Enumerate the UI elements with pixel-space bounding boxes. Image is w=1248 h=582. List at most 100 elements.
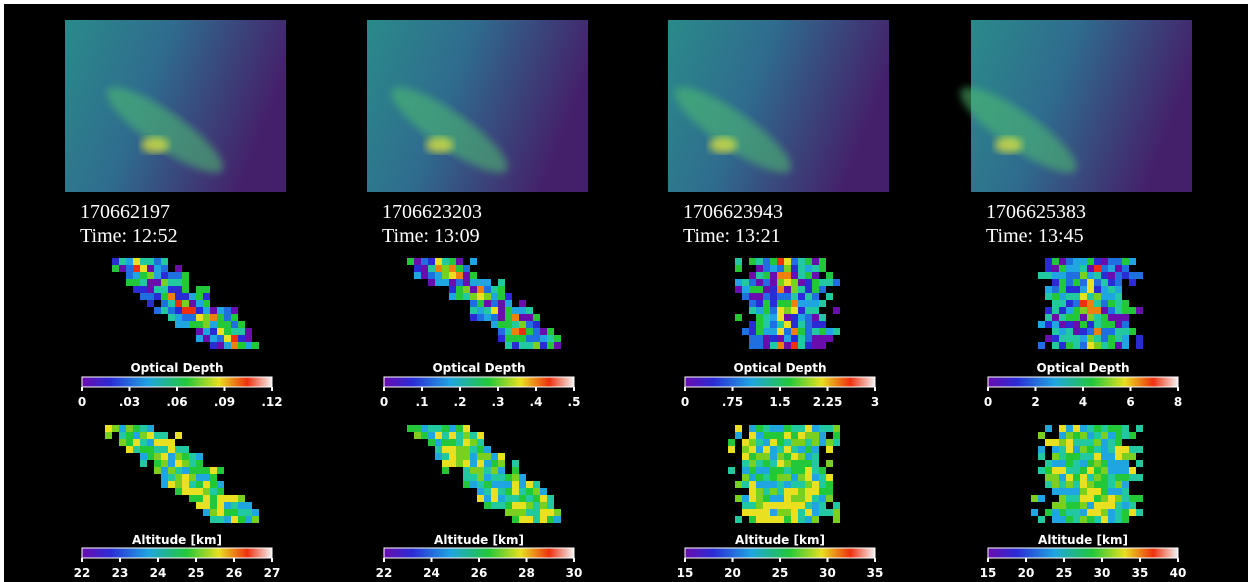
pixel	[1066, 495, 1073, 502]
pixel	[770, 439, 777, 446]
pixel	[1073, 293, 1080, 300]
pixel	[763, 516, 770, 523]
colorbar-tick-label: 20	[724, 566, 741, 580]
pixel	[519, 328, 526, 335]
pixel	[1136, 335, 1143, 342]
pixel	[491, 453, 498, 460]
pixel	[812, 516, 819, 523]
pixel	[1080, 314, 1087, 321]
pixel	[1059, 439, 1066, 446]
pixel	[505, 488, 512, 495]
pixel	[175, 467, 182, 474]
pixel	[791, 293, 798, 300]
image-time: Time: 13:09	[382, 225, 480, 247]
pixel	[484, 293, 491, 300]
pixel	[1108, 453, 1115, 460]
pixel	[798, 516, 805, 523]
pixel	[1122, 467, 1129, 474]
pixel	[805, 300, 812, 307]
page: 170662197Time: 12:52Optical Depth0.03.06…	[0, 0, 1248, 582]
pixel	[826, 495, 833, 502]
pixel	[161, 446, 168, 453]
pixel	[763, 258, 770, 265]
pixel	[1094, 509, 1101, 516]
pixel	[742, 439, 749, 446]
pixel	[554, 335, 561, 342]
pixel	[1052, 272, 1059, 279]
pixel	[231, 342, 238, 349]
pixel	[491, 502, 498, 509]
pixel	[168, 272, 175, 279]
colorbar-tick-label: .3	[492, 395, 505, 409]
pixel	[1066, 265, 1073, 272]
colorbar-tick-label: 25	[1056, 566, 1073, 580]
pixel	[1108, 265, 1115, 272]
pixel	[742, 474, 749, 481]
colorbar-tick-label: 22	[74, 566, 91, 580]
pixel	[519, 307, 526, 314]
pixel	[477, 293, 484, 300]
pixel	[784, 265, 791, 272]
pixel	[456, 286, 463, 293]
pixel	[175, 453, 182, 460]
pixel	[189, 307, 196, 314]
pixel	[749, 502, 756, 509]
pixel	[1087, 342, 1094, 349]
pixel	[196, 328, 203, 335]
pixel	[1122, 516, 1129, 523]
pixel	[1080, 481, 1087, 488]
pixel	[147, 446, 154, 453]
pixel	[526, 328, 533, 335]
colorbar-title: Altitude [km]	[735, 533, 825, 547]
pixel	[798, 300, 805, 307]
pixel	[826, 272, 833, 279]
pixel	[1101, 467, 1108, 474]
pixel	[484, 314, 491, 321]
pixel	[770, 453, 777, 460]
pixel	[742, 446, 749, 453]
pixel	[140, 432, 147, 439]
pixel	[798, 293, 805, 300]
pixel	[224, 509, 231, 516]
pixel	[791, 286, 798, 293]
pixel	[1108, 272, 1115, 279]
pixel	[749, 321, 756, 328]
pixel	[1122, 460, 1129, 467]
pixel	[798, 328, 805, 335]
pixel	[798, 265, 805, 272]
pixel	[1122, 300, 1129, 307]
pixel	[533, 314, 540, 321]
pixel	[435, 265, 442, 272]
pixel	[777, 342, 784, 349]
colorbar-tick-label: 25	[188, 566, 205, 580]
pixel	[784, 300, 791, 307]
pixel	[463, 446, 470, 453]
pixel	[1108, 425, 1115, 432]
pixel	[1087, 481, 1094, 488]
pixel	[1094, 300, 1101, 307]
pixel	[140, 460, 147, 467]
pixel	[826, 335, 833, 342]
pixel	[210, 474, 217, 481]
pixel	[484, 300, 491, 307]
pixel	[791, 460, 798, 467]
colorbar-tick-label: 2	[1031, 395, 1039, 409]
pixel	[1101, 516, 1108, 523]
pixel	[512, 342, 519, 349]
pixel	[210, 502, 217, 509]
pixel	[1059, 328, 1066, 335]
pixel	[791, 300, 798, 307]
pixel	[1087, 453, 1094, 460]
image-time: Time: 13:21	[683, 225, 781, 247]
pixel	[1087, 467, 1094, 474]
pixel	[798, 439, 805, 446]
pixel	[784, 307, 791, 314]
pixel	[463, 481, 470, 488]
pixel	[154, 286, 161, 293]
pixel	[449, 258, 456, 265]
pixel	[1101, 272, 1108, 279]
pixel	[512, 307, 519, 314]
pixel	[1115, 258, 1122, 265]
pixel	[547, 495, 554, 502]
pixel	[1129, 328, 1136, 335]
